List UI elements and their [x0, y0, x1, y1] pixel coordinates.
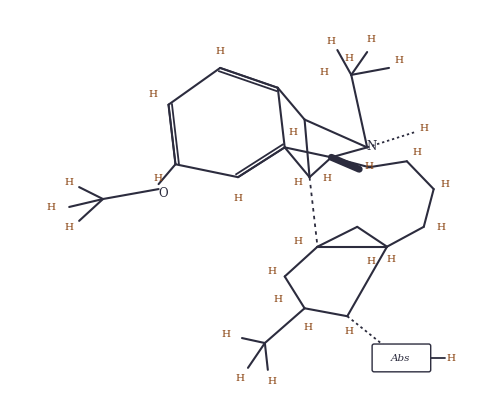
Text: H: H	[446, 354, 455, 362]
Text: H: H	[367, 256, 375, 265]
Text: H: H	[273, 294, 282, 303]
Text: H: H	[234, 193, 243, 202]
Text: H: H	[367, 34, 375, 43]
Text: H: H	[65, 177, 74, 186]
Text: H: H	[412, 147, 421, 156]
Text: H: H	[345, 326, 354, 335]
Text: H: H	[47, 203, 56, 212]
Text: H: H	[440, 179, 449, 188]
Text: H: H	[327, 36, 336, 45]
Text: H: H	[65, 223, 74, 232]
Text: H: H	[419, 124, 428, 133]
Text: Abs: Abs	[391, 354, 411, 362]
Text: H: H	[436, 223, 445, 232]
Text: H: H	[222, 329, 231, 338]
Text: H: H	[267, 266, 276, 275]
Text: H: H	[236, 373, 244, 382]
Text: H: H	[394, 56, 403, 65]
Text: H: H	[293, 237, 302, 245]
Text: H: H	[365, 161, 374, 171]
Text: H: H	[148, 90, 157, 99]
Text: H: H	[320, 68, 329, 77]
FancyBboxPatch shape	[372, 344, 431, 372]
Text: H: H	[345, 54, 354, 63]
Text: H: H	[288, 128, 297, 136]
Text: H: H	[216, 47, 225, 55]
Text: N: N	[366, 140, 376, 153]
Text: H: H	[387, 254, 395, 264]
Text: H: H	[153, 173, 162, 182]
Text: H: H	[303, 322, 312, 331]
Text: O: O	[159, 186, 169, 199]
Text: H: H	[293, 177, 302, 186]
Text: H: H	[323, 173, 332, 182]
Text: H: H	[267, 376, 276, 385]
